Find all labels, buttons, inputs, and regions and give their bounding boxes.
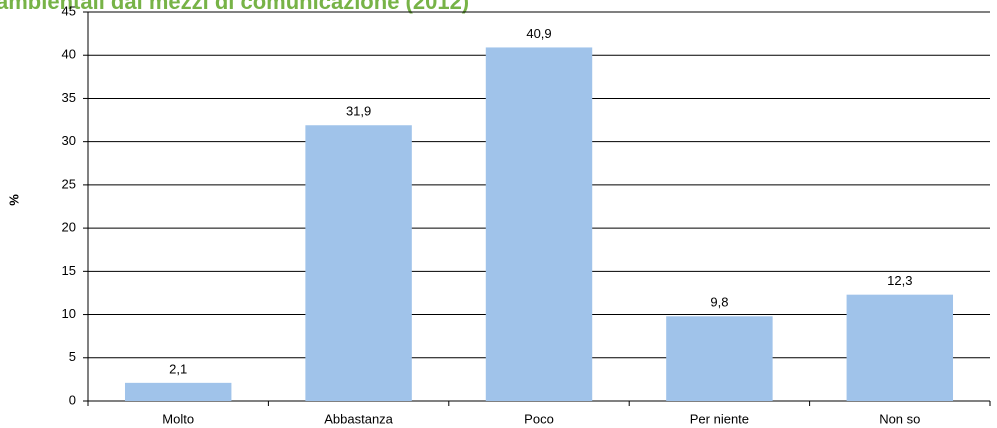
y-tick-label: 35 [62, 90, 76, 105]
y-tick-label: 40 [62, 47, 76, 62]
chart-title: ambientali dai mezzi di comunicazione (2… [0, 0, 469, 14]
bar [124, 382, 232, 401]
bar [846, 294, 954, 401]
y-tick-label: 0 [69, 392, 76, 407]
value-label: 9,8 [710, 295, 728, 310]
y-tick-label: 25 [62, 176, 76, 191]
y-axis-label: % [6, 194, 21, 206]
x-tick-label: Abbastanza [324, 411, 393, 426]
y-tick-label: 45 [62, 3, 76, 18]
x-tick-label: Per niente [690, 411, 749, 426]
value-label: 31,9 [346, 104, 371, 119]
y-tick-label: 10 [62, 306, 76, 321]
x-tick-label: Molto [162, 411, 194, 426]
y-tick-label: 30 [62, 133, 76, 148]
bar [485, 47, 593, 401]
value-label: 2,1 [169, 361, 187, 376]
y-tick-label: 15 [62, 263, 76, 278]
y-tick-label: 20 [62, 220, 76, 235]
x-tick-label: Poco [524, 411, 554, 426]
value-label: 12,3 [887, 273, 912, 288]
x-tick-label: Non so [879, 411, 920, 426]
value-label: 40,9 [526, 26, 551, 41]
bar [666, 316, 773, 401]
bar [305, 125, 412, 402]
y-tick-label: 5 [69, 349, 76, 364]
